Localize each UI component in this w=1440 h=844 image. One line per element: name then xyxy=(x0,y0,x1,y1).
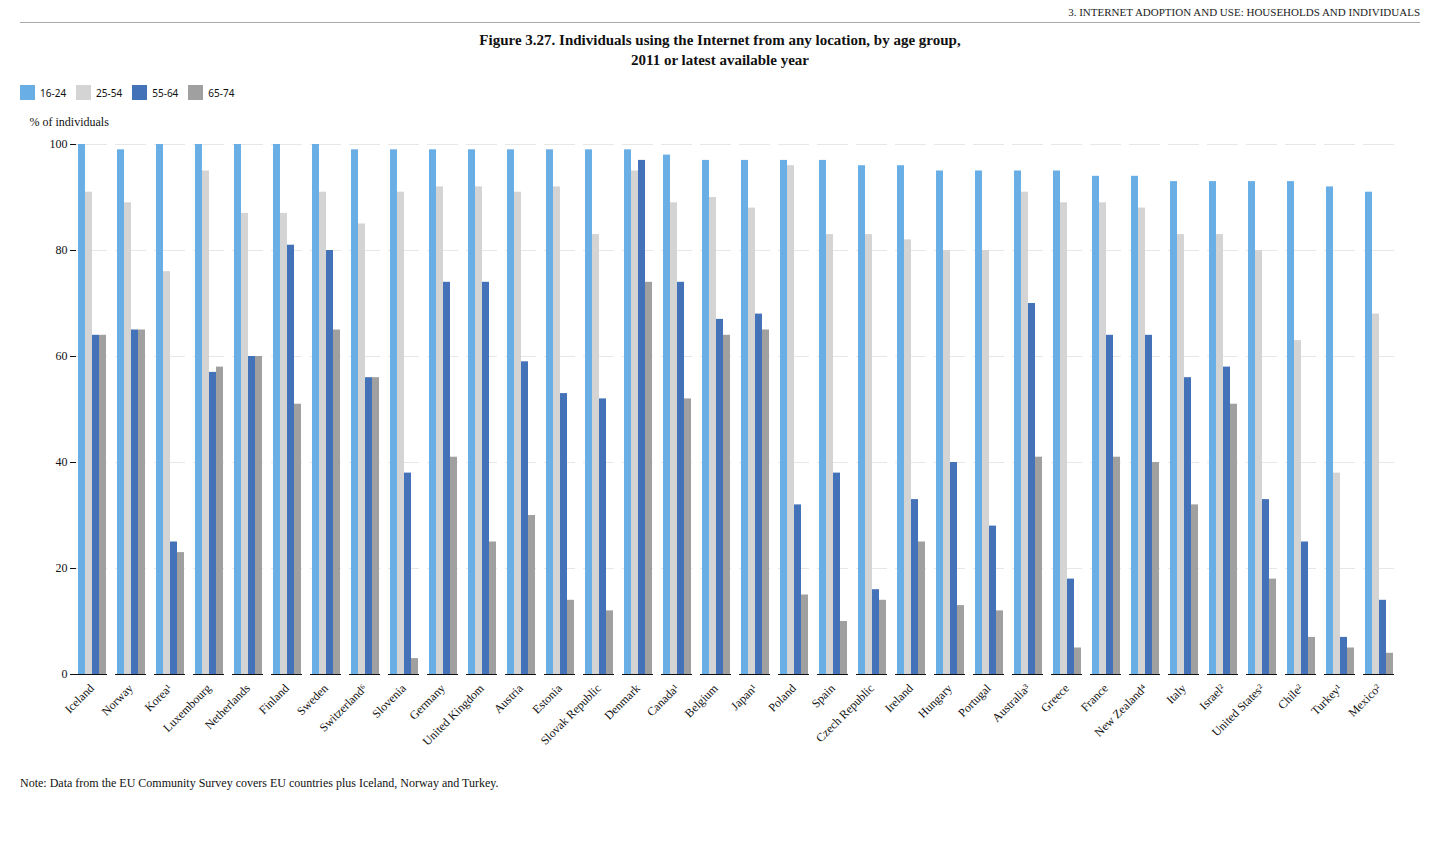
svg-text:Norway: Norway xyxy=(99,681,136,718)
svg-text:New Zealand⁴: New Zealand⁴ xyxy=(1092,681,1150,739)
svg-text:40: 40 xyxy=(56,455,68,469)
svg-text:Italy: Italy xyxy=(1163,681,1188,706)
svg-text:Finland: Finland xyxy=(256,681,292,717)
svg-text:United Kingdom: United Kingdom xyxy=(420,681,488,749)
svg-text:Germany: Germany xyxy=(406,681,448,723)
svg-text:Slovenia: Slovenia xyxy=(369,681,409,721)
svg-text:Iceland: Iceland xyxy=(62,681,97,716)
svg-text:Netherlands: Netherlands xyxy=(202,681,253,732)
svg-text:Turkey¹: Turkey¹ xyxy=(1308,681,1345,718)
svg-text:0: 0 xyxy=(62,667,68,681)
html-text:25-54: 25-54 xyxy=(96,85,123,100)
svg-text:Spain: Spain xyxy=(809,681,838,710)
svg-text:Sweden: Sweden xyxy=(294,681,331,718)
html-text:Note: Data from the EU Communi: Note: Data from the EU Community Survey … xyxy=(20,776,499,790)
html-text:16-24: 16-24 xyxy=(40,85,67,100)
svg-text:Estonia: Estonia xyxy=(529,681,565,717)
html-text:3. INTERNET ADOPTION AND USE:: 3. INTERNET ADOPTION AND USE: HOUSEHOLDS… xyxy=(1068,6,1420,18)
svg-text:Slovak Republic: Slovak Republic xyxy=(538,681,604,747)
svg-text:Greece: Greece xyxy=(1038,681,1072,715)
svg-text:Denmark: Denmark xyxy=(601,681,642,722)
svg-text:20: 20 xyxy=(56,561,68,575)
html-text:Figure 3.27. Individuals using: Figure 3.27. Individuals using the Inter… xyxy=(479,32,961,68)
svg-text:Switzerland⁶: Switzerland⁶ xyxy=(316,681,369,734)
svg-text:Hungary: Hungary xyxy=(915,681,955,721)
html-text:55-64: 55-64 xyxy=(152,85,179,100)
svg-text:Chile²: Chile² xyxy=(1275,681,1306,712)
svg-text:Belgium: Belgium xyxy=(682,681,722,721)
svg-text:Luxembourg: Luxembourg xyxy=(160,681,214,735)
html-text:65-74: 65-74 xyxy=(208,85,235,100)
svg-text:Japan¹: Japan¹ xyxy=(728,681,760,713)
svg-text:Portugal: Portugal xyxy=(955,681,994,720)
svg-text:% of individuals: % of individuals xyxy=(30,115,110,129)
svg-text:80: 80 xyxy=(56,243,68,257)
svg-text:Canada¹: Canada¹ xyxy=(644,681,682,719)
svg-text:France: France xyxy=(1078,681,1111,714)
svg-text:100: 100 xyxy=(50,137,68,151)
svg-text:Korea¹: Korea¹ xyxy=(142,681,175,714)
svg-text:Mexico²: Mexico² xyxy=(1345,681,1384,720)
svg-text:Poland: Poland xyxy=(765,681,798,714)
svg-text:Ireland: Ireland xyxy=(882,681,916,715)
svg-text:Czech Republic: Czech Republic xyxy=(813,681,877,745)
svg-text:Australia³: Australia³ xyxy=(989,681,1033,725)
svg-text:Austria: Austria xyxy=(491,681,526,716)
svg-text:60: 60 xyxy=(56,349,68,363)
svg-text:Israel²: Israel² xyxy=(1197,681,1229,713)
svg-text:United States²: United States² xyxy=(1209,681,1267,739)
